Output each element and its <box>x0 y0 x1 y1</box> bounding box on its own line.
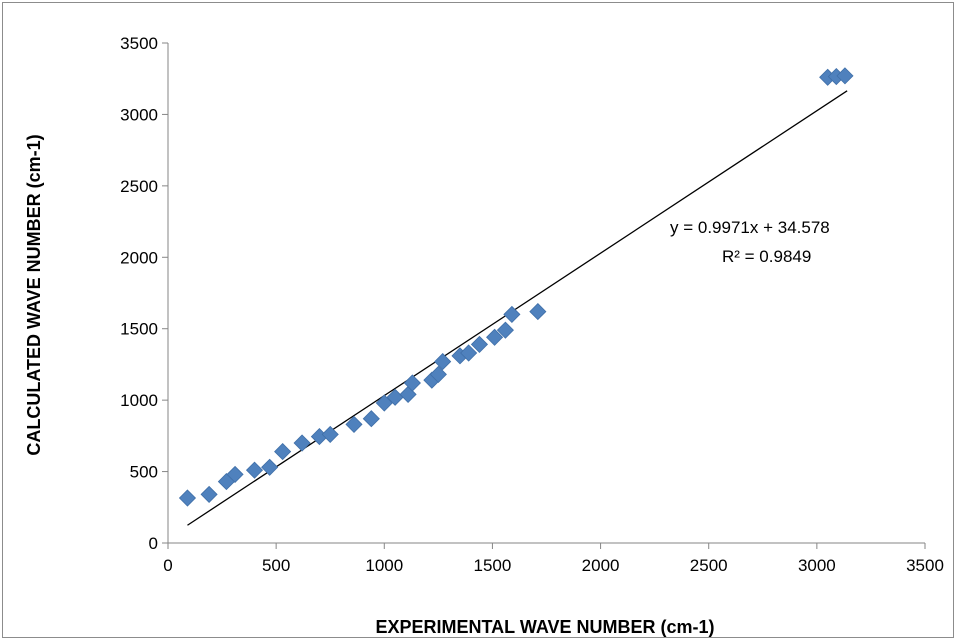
trendline <box>187 90 848 526</box>
data-point <box>470 335 489 353</box>
trendline-group <box>187 90 848 526</box>
data-point <box>836 67 854 85</box>
x-tick-label: 2500 <box>690 556 728 575</box>
data-points <box>178 67 854 507</box>
x-tick-label: 0 <box>163 556 172 575</box>
data-point <box>226 465 244 483</box>
x-tick-label: 1500 <box>474 556 512 575</box>
y-axis-title: CALCULATED WAVE NUMBER (cm-1) <box>24 134 44 455</box>
data-point <box>429 365 447 383</box>
data-point <box>529 303 547 321</box>
data-point <box>261 458 279 476</box>
data-point <box>460 344 478 362</box>
data-point <box>345 415 363 433</box>
data-point <box>362 410 380 428</box>
y-tick-label: 500 <box>130 463 158 482</box>
data-point <box>293 434 311 452</box>
data-point <box>178 489 197 507</box>
data-point <box>321 425 339 443</box>
trendline-r2: R² = 0.9849 <box>722 247 811 266</box>
data-point <box>200 485 218 503</box>
y-tick-label: 3500 <box>120 34 158 53</box>
y-tick-label: 0 <box>149 534 158 553</box>
data-point <box>486 328 504 346</box>
data-point <box>503 305 521 323</box>
y-tick-label: 3000 <box>120 105 158 124</box>
x-axis-title: EXPERIMENTAL WAVE NUMBER (cm-1) <box>375 617 714 637</box>
y-tick-label: 1000 <box>120 391 158 410</box>
data-point <box>403 374 421 392</box>
x-tick-label: 2000 <box>582 556 620 575</box>
x-tick-label: 500 <box>262 556 290 575</box>
x-tick-label: 3500 <box>906 556 944 575</box>
y-tick-label: 1500 <box>120 320 158 339</box>
data-point <box>274 443 292 461</box>
data-point <box>496 321 514 339</box>
x-tick-label: 1000 <box>365 556 403 575</box>
axes: 0 500 1000 1500 2000 2500 3000 3500 0 500 1000 1500… <box>120 34 944 575</box>
data-point <box>245 461 264 479</box>
trendline-equation: y = 0.9971x + 34.578 <box>670 218 830 237</box>
y-tick-label: 2000 <box>120 248 158 267</box>
x-tick-label: 3000 <box>798 556 836 575</box>
data-point <box>434 353 452 371</box>
y-tick-label: 2500 <box>120 177 158 196</box>
